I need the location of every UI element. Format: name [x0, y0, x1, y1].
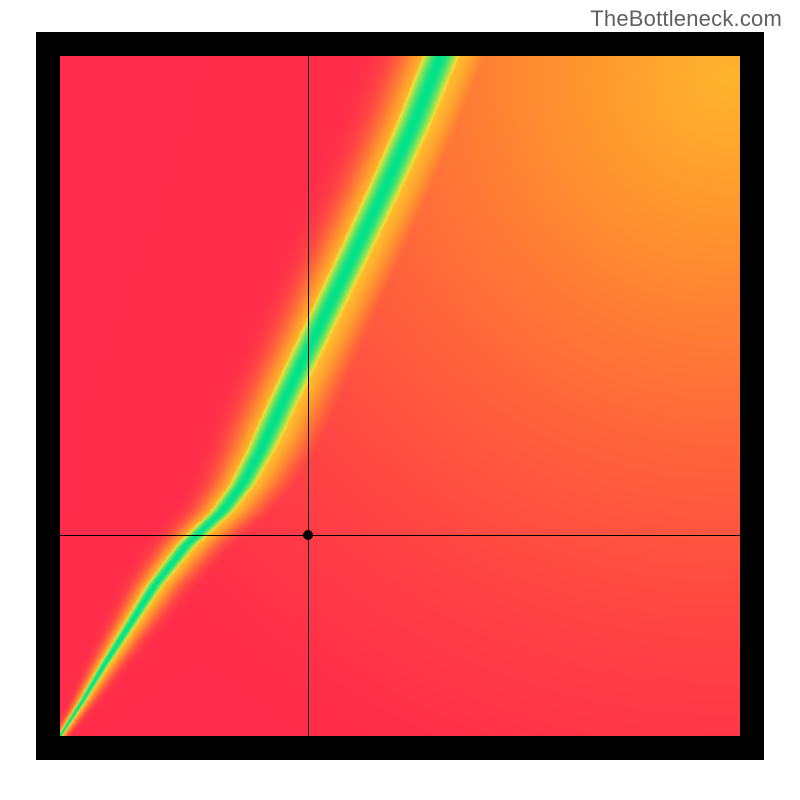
heatmap-canvas — [60, 56, 740, 736]
heatmap-region — [60, 56, 740, 736]
crosshair-dot — [303, 530, 313, 540]
watermark-text: TheBottleneck.com — [590, 6, 782, 32]
chart-frame — [36, 32, 764, 760]
chart-container: TheBottleneck.com — [0, 0, 800, 800]
crosshair-vertical — [308, 56, 309, 736]
crosshair-horizontal — [60, 535, 740, 536]
